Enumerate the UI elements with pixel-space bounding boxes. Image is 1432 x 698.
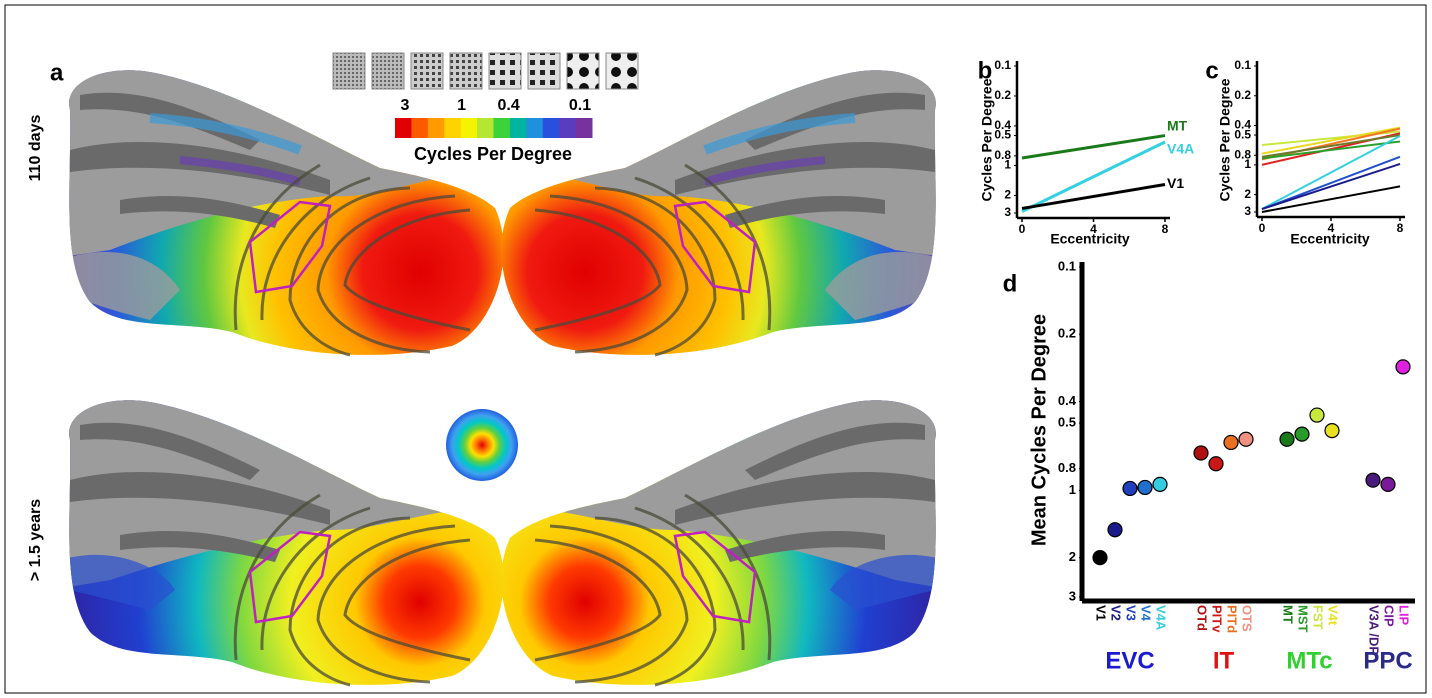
colorbar-swatch (526, 118, 543, 138)
y-tick-label: 2 (1004, 188, 1011, 202)
dot (1194, 446, 1208, 460)
y-tick-label: 0.5 (1234, 127, 1251, 141)
category-label: V3 (1124, 605, 1139, 621)
dot (1108, 523, 1122, 537)
group-label: PPC (1363, 647, 1412, 674)
row-label: > 1.5 years (27, 499, 44, 581)
figure: a 110 days > 1.5 years Cycles Per Degree… (0, 0, 1432, 698)
category-label: PITv (1210, 605, 1225, 633)
dot (1138, 480, 1152, 494)
group-label: MTc (1286, 647, 1332, 674)
dot (1310, 408, 1324, 422)
category-label: V1 (1094, 605, 1109, 621)
dot (1239, 432, 1253, 446)
category-label: OTS (1240, 605, 1255, 632)
y-tick-label: 0.2 (994, 88, 1011, 102)
y-tick-label: 0.5 (994, 128, 1011, 142)
y-tick-label: 3 (1069, 588, 1076, 603)
y-axis-label: Cycles Per Degree (979, 78, 995, 201)
eccentricity-legend (446, 409, 518, 481)
colorbar-swatch (461, 118, 478, 138)
y-tick-label: 2 (1244, 187, 1251, 201)
colorbar-tick-label: 3 (401, 97, 410, 114)
dot (1280, 432, 1294, 446)
colorbar-tick-label: 1 (457, 97, 466, 114)
dot (1381, 477, 1395, 491)
category-label: MT (1281, 605, 1296, 624)
colorbar-tick-label: 0.4 (498, 97, 520, 114)
category-label: V4 (1139, 605, 1154, 622)
category-label: V4t (1326, 605, 1341, 626)
series-label: MT (1167, 117, 1188, 133)
y-tick-label: 1 (1244, 157, 1251, 171)
y-tick-label: 0.2 (1234, 88, 1251, 102)
y-tick-label: 0.1 (1234, 58, 1251, 72)
dot (1325, 424, 1339, 438)
x-axis-label: Eccentricity (1050, 231, 1130, 247)
dot (1093, 551, 1107, 565)
dot (1153, 477, 1167, 491)
x-axis-label: Eccentricity (1290, 231, 1370, 247)
panel-label: a (50, 59, 64, 86)
y-tick-label: 0.1 (994, 58, 1011, 72)
y-tick-label: 0.5 (1058, 415, 1076, 430)
x-tick-label: 0 (1259, 221, 1266, 235)
y-tick-label: 3 (1244, 204, 1251, 218)
colorbar-swatch (444, 118, 461, 138)
series-label: V1 (1167, 175, 1184, 191)
colorbar-swatch (543, 118, 560, 138)
colorbar-swatch (477, 118, 494, 138)
y-axis-label: Cycles Per Degree (1217, 78, 1233, 201)
dot (1366, 473, 1380, 487)
group-label: EVC (1105, 647, 1154, 674)
y-tick-label: 1 (1004, 158, 1011, 172)
colorbar-swatch (576, 118, 593, 138)
category-label: LIP (1397, 605, 1412, 626)
y-tick-label: 2 (1069, 549, 1076, 564)
colorbar-swatch (395, 118, 412, 138)
category-label: PITd (1225, 605, 1240, 633)
category-label: FST (1311, 605, 1326, 630)
colorbar-swatch (494, 118, 511, 138)
x-tick-label: 8 (1397, 221, 1404, 235)
category-label: V2 (1109, 605, 1124, 621)
dot (1224, 435, 1238, 449)
y-axis-label: Mean Cycles Per Degree (1028, 314, 1050, 546)
y-tick-label: 0.8 (1058, 460, 1076, 475)
y-tick-label: 0.2 (1058, 326, 1076, 341)
panel-label: d (1003, 270, 1018, 297)
x-tick-label: 8 (1162, 222, 1169, 236)
y-tick-label: 3 (1004, 205, 1011, 219)
category-label: V4A (1154, 605, 1169, 631)
dot (1209, 457, 1223, 471)
colorbar-swatch (559, 118, 576, 138)
colorbar-swatch (411, 118, 428, 138)
group-label: IT (1213, 647, 1235, 674)
y-tick-label: 0.1 (1058, 258, 1076, 273)
colorbar-swatch (510, 118, 527, 138)
category-label: OTd (1195, 605, 1210, 631)
dot (1396, 360, 1410, 374)
category-label: MST (1296, 605, 1311, 633)
colorbar-swatch (428, 118, 445, 138)
y-tick-label: 0.4 (1058, 393, 1077, 408)
colorbar-tick-label: 0.1 (569, 97, 591, 114)
dot (1295, 427, 1309, 441)
page: { "panel_a": { "label": "a", "colorbar":… (0, 0, 1432, 698)
y-tick-label: 1 (1069, 482, 1076, 497)
row-label: 110 days (27, 115, 44, 182)
colorbar-title: Cycles Per Degree (414, 144, 572, 164)
category-label: CIP (1382, 605, 1397, 627)
dot (1123, 481, 1137, 495)
series-label: V4A (1167, 141, 1194, 157)
x-tick-label: 0 (1019, 222, 1026, 236)
